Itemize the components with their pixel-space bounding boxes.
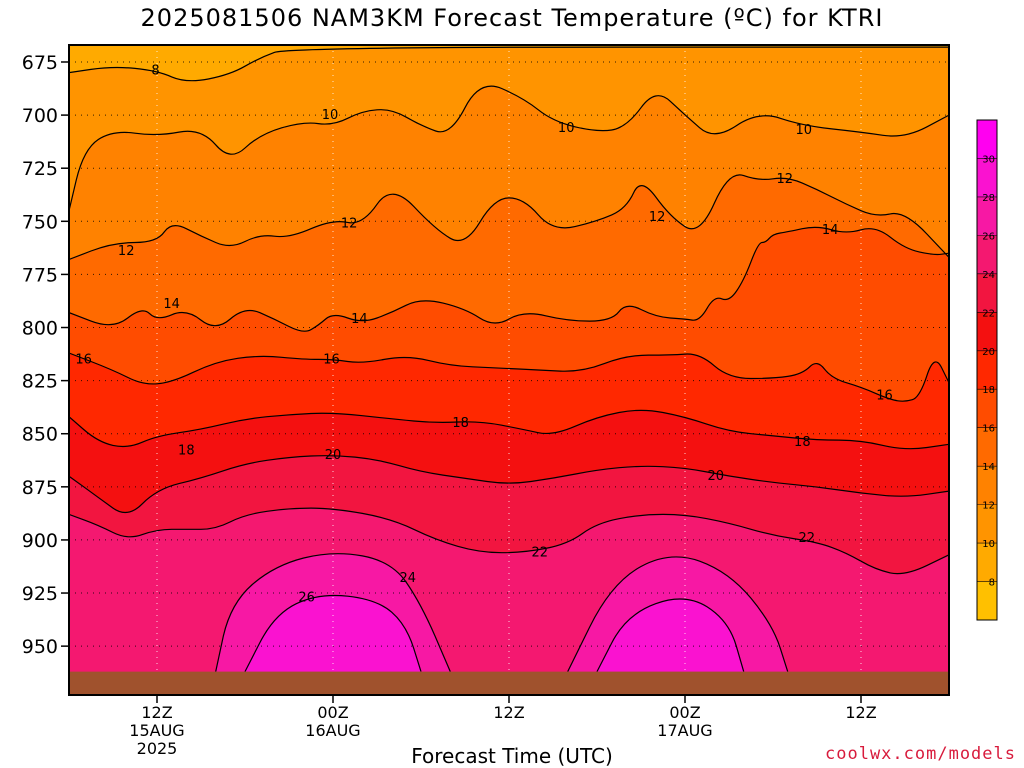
contour-label-14: 18 [178, 444, 195, 459]
colorbar-swatch-6 [977, 350, 997, 390]
contour-label-13: 16 [876, 388, 893, 403]
colorbar-swatch-3 [977, 466, 997, 505]
contour-line-22 [69, 507, 949, 575]
contour-line-24 [567, 556, 789, 672]
colorbar-swatch-1 [977, 543, 997, 582]
contour-line-24 [215, 553, 451, 672]
x-tick-label-1-1: 16AUG [305, 721, 360, 740]
y-tick-label-775: 775 [22, 264, 58, 286]
ground-surface [69, 671, 949, 695]
contour-line-26 [244, 594, 422, 672]
y-tick-label-825: 825 [22, 371, 58, 393]
colorbar-label-24: 24 [982, 270, 995, 281]
contour-label-4: 12 [118, 244, 135, 259]
contour-label-16: 18 [794, 435, 811, 450]
contour-label-11: 16 [75, 352, 92, 367]
colorbar-swatch-0 [977, 581, 997, 620]
y-tick-label-875: 875 [22, 477, 58, 499]
contour-line-16 [69, 352, 949, 402]
contour-label-10: 14 [822, 223, 839, 238]
colorbar-label-16: 16 [982, 424, 995, 435]
contour-label-21: 24 [400, 571, 417, 586]
contour-line-8 [69, 46, 949, 82]
contour-label-19: 22 [532, 546, 549, 561]
contour-line-18 [69, 409, 949, 450]
y-tick-label-850: 850 [22, 424, 58, 446]
colorbar-label-10: 10 [982, 539, 995, 550]
colorbar-label-30: 30 [982, 154, 995, 165]
colorbar-label-8: 8 [989, 578, 995, 589]
colorbar-swatch-8 [977, 273, 997, 313]
contour-label-20: 22 [798, 531, 815, 546]
contour-line-20 [69, 455, 949, 514]
colorbar-swatch-10 [977, 196, 997, 236]
x-tick-label-3-1: 17AUG [657, 721, 712, 740]
colorbar-swatch-4 [977, 427, 997, 467]
y-tick-label-900: 900 [22, 530, 58, 552]
contour-label-8: 14 [163, 297, 180, 312]
x-tick-label-1-0: 00Z [317, 703, 348, 722]
colorbar-label-12: 12 [982, 501, 995, 512]
contour-label-12: 16 [323, 352, 340, 367]
contour-label-17: 20 [325, 448, 342, 463]
contour-line-12 [69, 174, 949, 261]
colorbar-label-26: 26 [982, 231, 995, 242]
y-tick-label-800: 800 [22, 318, 58, 340]
contour-label-7: 12 [776, 172, 793, 187]
contour-label-22: 26 [298, 590, 315, 605]
contour-label-6: 12 [649, 210, 666, 225]
contour-label-3: 10 [796, 123, 813, 138]
x-axis-title: Forecast Time (UTC) [411, 744, 613, 768]
contour-label-0: 8 [151, 63, 159, 78]
colorbar-frame [976, 119, 998, 621]
x-tick-label-2-0: 12Z [493, 703, 524, 722]
y-tick-label-700: 700 [22, 105, 58, 127]
x-tick-label-4-0: 12Z [845, 703, 876, 722]
x-tick-label-3-0: 00Z [669, 703, 700, 722]
x-tick-label-0-0: 12Z [141, 703, 172, 722]
colorbar-label-14: 14 [982, 462, 995, 473]
colorbar-swatch-11 [977, 158, 997, 197]
contour-line-14 [69, 226, 949, 332]
contour-label-9: 14 [351, 312, 368, 327]
contour-label-5: 12 [341, 216, 358, 231]
y-tick-label-725: 725 [22, 158, 58, 180]
contour-line-26 [596, 598, 745, 672]
colorbar-swatch-2 [977, 504, 997, 544]
x-tick-label-0-1: 15AUG [129, 721, 184, 740]
colorbar-swatch-7 [977, 312, 997, 351]
colorbar-label-18: 18 [982, 385, 995, 396]
colorbar-swatch-5 [977, 389, 997, 428]
colorbar-swatch-9 [977, 235, 997, 274]
y-tick-label-950: 950 [22, 636, 58, 658]
contour-label-1: 10 [322, 108, 339, 123]
contour-line-10 [69, 85, 949, 211]
temperature-band-below-10 [69, 45, 949, 211]
contour-label-15: 18 [452, 416, 469, 431]
warm-dome-26 [597, 599, 744, 672]
y-tick-label-750: 750 [22, 211, 58, 233]
contour-label-18: 20 [708, 469, 725, 484]
site-credit: coolwx.com/models [825, 744, 1016, 764]
contour-label-2: 10 [558, 121, 575, 136]
chart-title: 2025081506 NAM3KM Forecast Temperature (… [140, 4, 884, 32]
y-tick-label-925: 925 [22, 583, 58, 605]
colorbar-label-28: 28 [982, 193, 995, 204]
colorbar-label-22: 22 [982, 308, 995, 319]
y-tick-label-675: 675 [22, 52, 58, 74]
x-tick-label-0-2: 2025 [137, 739, 178, 758]
colorbar-label-20: 20 [982, 347, 995, 358]
temperature-band-below-8 [69, 45, 949, 81]
colorbar-swatch-12 [977, 120, 997, 159]
